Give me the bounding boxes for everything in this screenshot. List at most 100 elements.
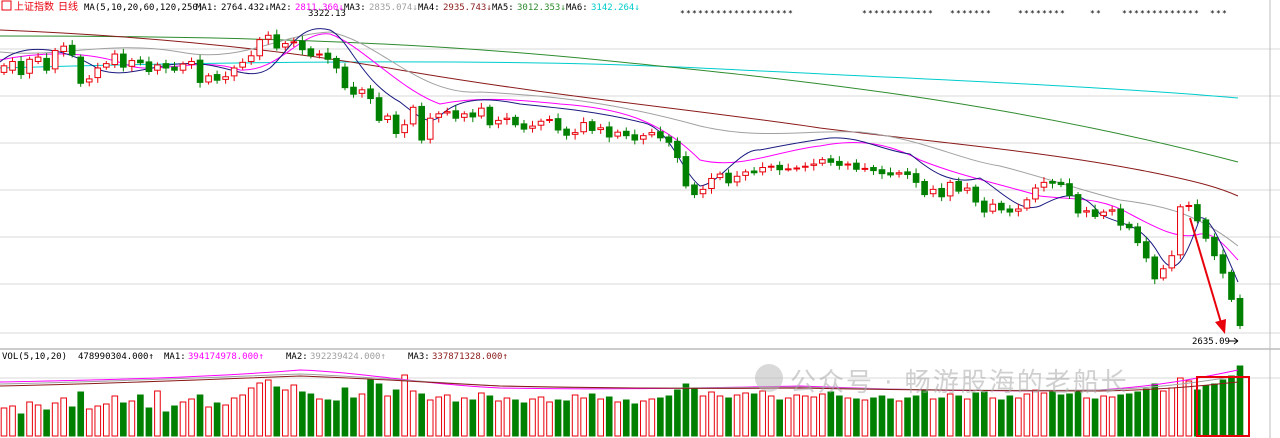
volume-bar — [111, 395, 119, 437]
volume-bar — [1049, 391, 1056, 437]
volume-highlight-box — [1196, 376, 1250, 437]
ma-value-3: 2835.074↓ — [369, 3, 418, 13]
period-label: 日线 — [58, 0, 78, 13]
candle — [716, 171, 724, 181]
event-marker: * — [692, 9, 697, 18]
volume-bar — [205, 406, 212, 437]
arrow-head — [1215, 319, 1226, 334]
event-marker: * — [698, 9, 703, 18]
volume-bar — [614, 401, 622, 437]
volume-bar — [154, 390, 161, 437]
candle — [1159, 264, 1167, 281]
candle — [588, 119, 596, 134]
volume-bar — [546, 401, 553, 437]
candle — [648, 128, 656, 138]
volume-bar — [1168, 387, 1176, 437]
volume-bar — [512, 399, 519, 437]
volume-bar — [776, 399, 784, 437]
event-marker: * — [1140, 9, 1145, 18]
volume-bar — [759, 390, 766, 437]
volume-bar — [537, 396, 545, 437]
volume-bar — [767, 395, 775, 437]
candle — [264, 31, 272, 45]
volume-bar — [435, 396, 443, 437]
candle — [230, 65, 238, 82]
candle — [895, 170, 903, 178]
candle — [418, 102, 425, 144]
candle — [963, 182, 971, 194]
volume-bar — [222, 404, 229, 437]
candle — [316, 50, 323, 59]
candle — [1023, 197, 1031, 211]
candle — [750, 167, 758, 176]
volume-bar — [316, 398, 323, 437]
volume-bar — [1151, 383, 1159, 437]
index-name: 上证指数 — [14, 0, 54, 13]
volume-bar — [597, 398, 605, 437]
volume-bar — [239, 394, 246, 437]
event-marker: * — [1152, 9, 1157, 18]
ma6-line — [0, 61, 1239, 99]
event-marker: * — [1042, 9, 1047, 18]
volume-spec: VOL(5,10,20) — [2, 352, 67, 362]
event-marker: * — [1158, 9, 1163, 18]
candle — [870, 164, 877, 175]
candle — [708, 173, 715, 194]
event-marker: * — [1188, 9, 1193, 18]
volume-bar — [137, 394, 144, 437]
volume-bar — [324, 399, 332, 437]
event-marker: * — [1060, 9, 1065, 18]
event-marker: * — [868, 9, 873, 18]
candle — [1168, 250, 1176, 272]
candle — [17, 56, 25, 79]
candle — [401, 119, 408, 138]
candle — [546, 115, 553, 124]
volume-bar — [120, 402, 127, 437]
candle — [460, 111, 468, 122]
event-marker: * — [788, 9, 793, 18]
candle — [0, 63, 8, 75]
volume-bar — [682, 383, 690, 437]
candle — [1211, 233, 1218, 261]
volume-bar — [307, 393, 315, 437]
event-marker: * — [752, 9, 757, 18]
volume-bar — [853, 398, 860, 437]
candle — [759, 162, 766, 176]
volume-bar — [665, 395, 673, 437]
volume-bar — [128, 400, 136, 437]
candle — [1134, 222, 1142, 247]
candle — [188, 57, 195, 69]
event-marker: * — [980, 9, 985, 18]
volume-bar — [85, 408, 93, 437]
candlesticks — [0, 29, 1244, 330]
candle — [1074, 191, 1082, 218]
ma1-line — [0, 28, 1239, 283]
candle — [1194, 199, 1201, 224]
candle — [1100, 209, 1107, 220]
volume-bar — [929, 398, 937, 437]
volume-bar — [844, 397, 852, 437]
trend-arrow — [1189, 217, 1226, 334]
price-grid — [0, 48, 1280, 379]
event-marker: * — [704, 9, 709, 18]
candle — [836, 156, 843, 170]
candle — [1151, 254, 1159, 285]
candle — [972, 184, 980, 207]
candle — [998, 200, 1005, 214]
volume-bar — [605, 396, 613, 437]
volume-bar — [426, 399, 434, 437]
volume-bar — [375, 383, 383, 437]
candle — [213, 70, 221, 84]
volume-header: VOL(5,10,20) 478990304.000↑ MA1: 39417497… — [2, 352, 508, 362]
ma-label-2: MA2: — [270, 3, 292, 13]
event-marker: * — [1194, 9, 1199, 18]
candle — [290, 37, 298, 48]
candle — [162, 59, 170, 74]
candle — [878, 165, 886, 179]
candle — [810, 158, 818, 171]
volume-bar — [895, 400, 903, 437]
event-marker: * — [1216, 9, 1221, 18]
ma-value-2: 2811.360↓ — [295, 3, 344, 13]
candle — [239, 58, 246, 70]
candle — [639, 133, 647, 145]
